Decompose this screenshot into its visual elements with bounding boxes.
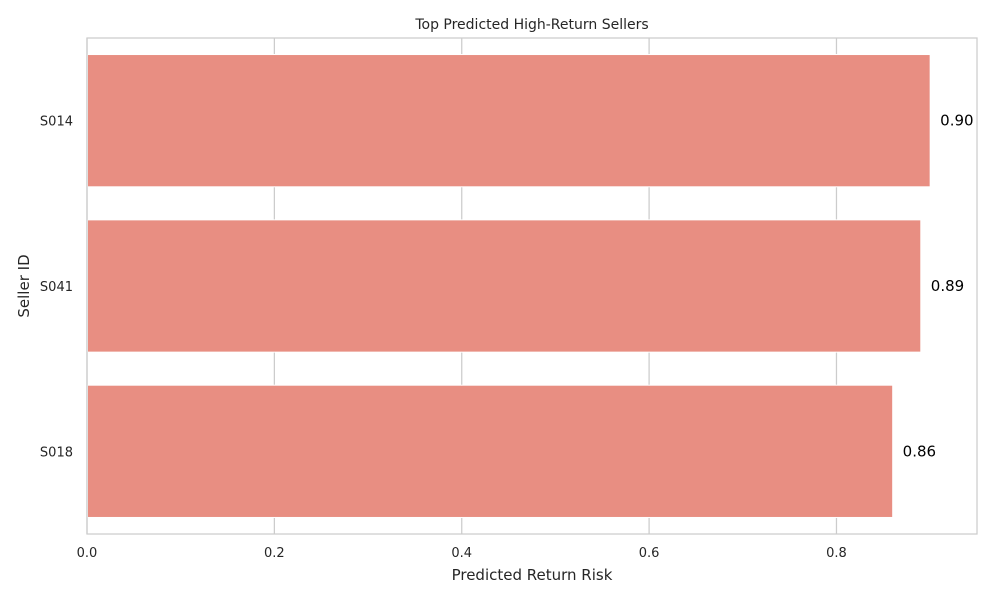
- x-tick-label: 0.8: [826, 546, 847, 561]
- bar-value-labels: 0.90 0.89 0.86: [903, 112, 974, 461]
- bar-value-label: 0.90: [940, 112, 973, 130]
- x-tick-label: 0.2: [264, 546, 285, 561]
- bar-s018: [87, 384, 894, 518]
- bar-value-label: 0.89: [931, 277, 964, 295]
- bar-s041: [87, 219, 922, 353]
- y-axis-label: Seller ID: [15, 254, 33, 317]
- y-tick-label: S018: [40, 445, 73, 460]
- x-axis-label: Predicted Return Risk: [452, 566, 613, 584]
- x-tick-label: 0.6: [639, 546, 660, 561]
- bars: [87, 54, 931, 518]
- x-tick-labels: 0.0 0.2 0.4 0.6 0.8: [77, 546, 847, 561]
- y-tick-label: S014: [40, 115, 73, 130]
- y-tick-label: S041: [40, 280, 73, 295]
- y-tick-labels: S014 S041 S018: [40, 115, 73, 461]
- x-tick-label: 0.0: [77, 546, 98, 561]
- bar-s014: [87, 54, 931, 188]
- bar-value-label: 0.86: [903, 442, 936, 460]
- x-tick-label: 0.4: [451, 546, 472, 561]
- chart-title: Top Predicted High-Return Sellers: [414, 17, 648, 33]
- plot-frame: [86, 37, 978, 535]
